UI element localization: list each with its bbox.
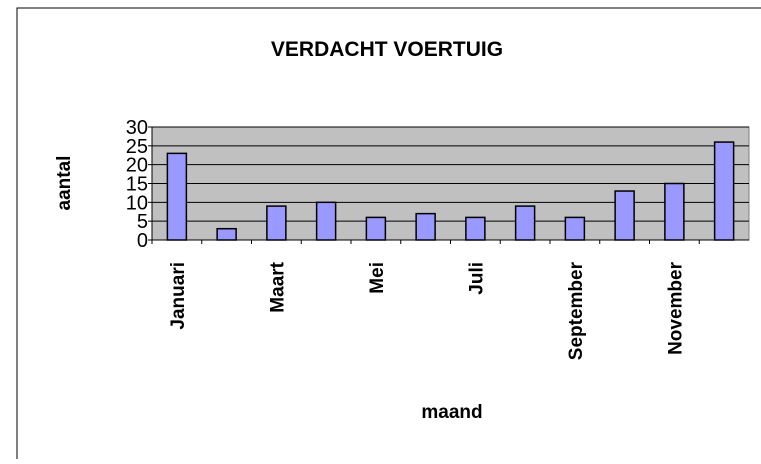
x-tick-label: Januari [168,262,189,330]
x-tick-label: Juli [466,262,487,295]
y-tick-label: 25 [126,136,148,158]
bar [216,227,237,241]
y-tick-label: 15 [126,174,148,196]
chart-title: VERDACHT VOERTUIG [271,38,503,61]
bar [166,152,188,241]
y-tick-label: 30 [126,117,148,139]
y-tick-label: 10 [126,192,148,214]
x-tick-label: Maart [267,261,288,312]
bar [365,216,387,241]
y-tick-label: 5 [137,211,148,233]
bar [564,216,586,241]
bar [465,216,486,241]
bar [514,205,536,241]
bar [415,212,436,241]
x-tick-label: Mei [367,262,388,294]
x-axis-label: maand [421,402,482,423]
x-tick-label: November [665,261,686,355]
bar [266,205,287,241]
x-tick-label: September [566,261,587,360]
y-tick-label: 0 [137,230,148,252]
y-tick-label: 20 [126,155,148,177]
bar [315,201,337,241]
bar [664,182,685,241]
y-axis-label: aantal [54,156,75,211]
bar [614,190,635,241]
bar [713,141,735,241]
